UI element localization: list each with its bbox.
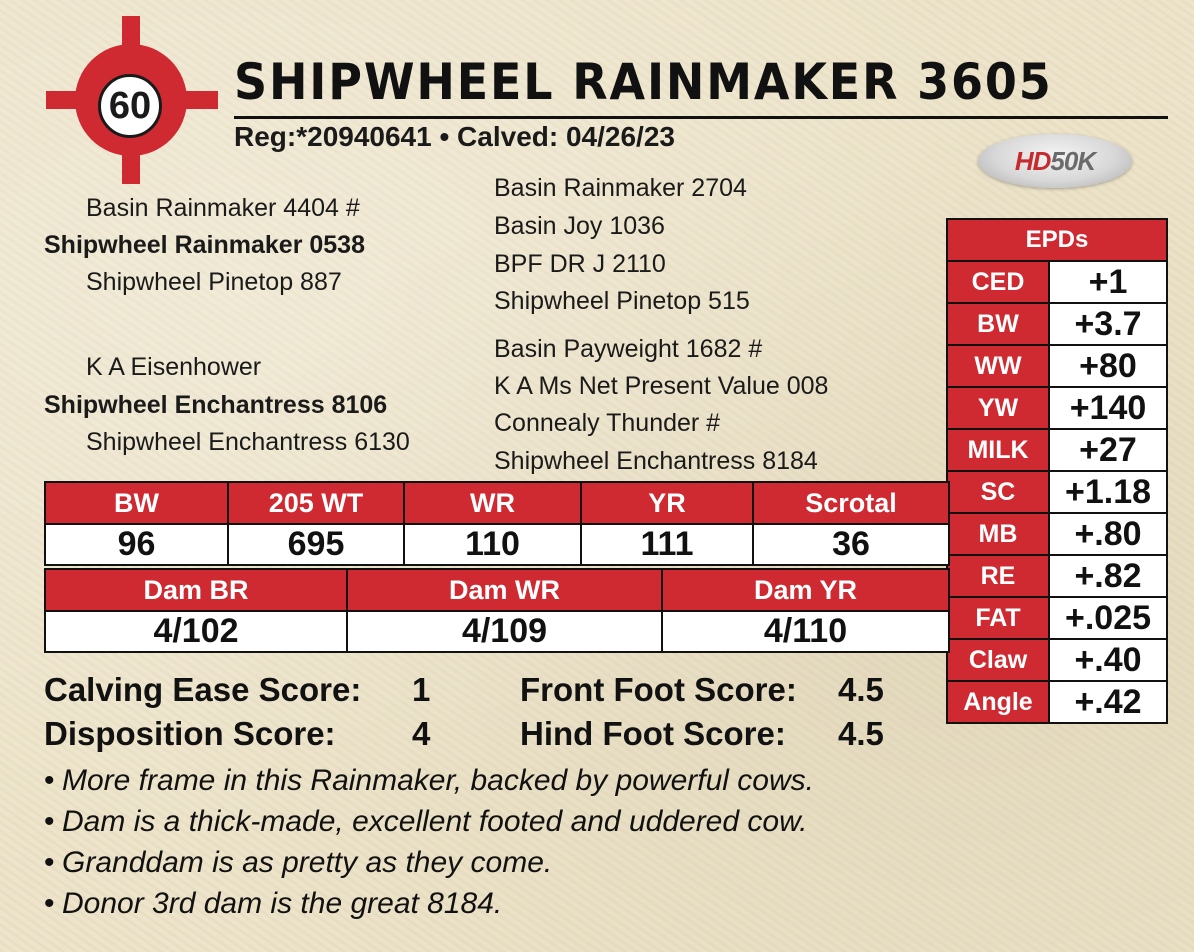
epd-value: +140 [1048, 386, 1168, 430]
epd-row: MILK +27 [946, 428, 1168, 472]
ancestor: Basin Payweight 1682 # [494, 335, 763, 363]
performance-value: 111 [580, 523, 754, 566]
epd-row: FAT +.025 [946, 596, 1168, 640]
performance-header: Scrotal [752, 481, 950, 525]
sire: Shipwheel Rainmaker 0538 [44, 231, 365, 259]
dam-ratio-value: 4/109 [346, 610, 663, 653]
epd-label: CED [946, 260, 1050, 304]
calving-ease-score: 1 [412, 671, 431, 708]
epd-label: BW [946, 302, 1050, 346]
epd-label: Angle [946, 680, 1050, 724]
epd-value: +.42 [1048, 680, 1168, 724]
epd-label: MILK [946, 428, 1050, 472]
dam-ratio-header: Dam BR [44, 568, 348, 612]
hind-foot-score: 4.5 [838, 715, 884, 752]
disposition-score: 4 [412, 715, 431, 752]
performance-table: BW 205 WT WR YR Scrotal 96 695 110 111 3… [44, 481, 950, 566]
list-item: • More frame in this Rainmaker, backed by… [44, 760, 814, 801]
epd-row: SC +1.18 [946, 470, 1168, 514]
epd-row: RE +.82 [946, 554, 1168, 598]
epd-row: Angle +.42 [946, 680, 1168, 724]
bullet-icon: • [44, 846, 55, 879]
ancestor: Shipwheel Enchantress 8184 [494, 447, 818, 475]
disposition-label: Disposition Score: [44, 715, 336, 752]
epd-title: EPDs [946, 218, 1168, 262]
epd-row: CED +1 [946, 260, 1168, 304]
epd-table: EPDs CED +1 BW +3.7 WW +80 YW +140 MILK +27 S… [946, 218, 1168, 724]
calving-ease-label: Calving Ease Score: [44, 671, 362, 708]
bullet-icon: • [44, 764, 55, 797]
epd-value: +.40 [1048, 638, 1168, 682]
bullet-icon: • [44, 805, 55, 838]
front-foot-score: 4.5 [838, 671, 884, 708]
epd-value: +1.18 [1048, 470, 1168, 514]
ancestor: K A Ms Net Present Value 008 [494, 372, 829, 400]
performance-value: 96 [44, 523, 229, 566]
epd-label: YW [946, 386, 1050, 430]
epd-value: +1 [1048, 260, 1168, 304]
dam-ratio-header: Dam WR [346, 568, 663, 612]
lot-number: 60 [98, 74, 162, 138]
ancestor: BPF DR J 2110 [494, 250, 666, 278]
ancestor: Basin Joy 1036 [494, 212, 665, 240]
performance-header: YR [580, 481, 754, 525]
performance-header: 205 WT [227, 481, 405, 525]
epd-label: FAT [946, 596, 1050, 640]
performance-header: WR [403, 481, 582, 525]
ancestor: Basin Rainmaker 2704 [494, 174, 747, 202]
ancestor: Shipwheel Pinetop 515 [494, 287, 750, 315]
epd-row: YW +140 [946, 386, 1168, 430]
dam-ratio-header: Dam YR [661, 568, 950, 612]
epd-label: RE [946, 554, 1050, 598]
list-item: • Dam is a thick-made, excellent footed a… [44, 801, 814, 842]
registration-line: Reg:*20940641 • Calved: 04/26/23 [234, 121, 675, 152]
epd-label: WW [946, 344, 1050, 388]
front-foot-label: Front Foot Score: [520, 671, 797, 708]
hd50k-badge: HD 50K [978, 134, 1132, 188]
hind-foot-label: Hind Foot Score: [520, 715, 786, 752]
dam-dam: Shipwheel Enchantress 6130 [86, 428, 410, 456]
performance-value: 36 [752, 523, 950, 566]
epd-value: +27 [1048, 428, 1168, 472]
epd-label: SC [946, 470, 1050, 514]
list-item: • Donor 3rd dam is the great 8184. [44, 883, 814, 924]
epd-row: WW +80 [946, 344, 1168, 388]
epd-value: +80 [1048, 344, 1168, 388]
sire-dam: Shipwheel Pinetop 887 [86, 268, 342, 296]
performance-value: 110 [403, 523, 582, 566]
performance-value: 695 [227, 523, 405, 566]
title-divider [234, 116, 1168, 119]
dam-sire: K A Eisenhower [86, 353, 262, 381]
ancestor: Connealy Thunder # [494, 409, 721, 437]
bullet-icon: • [44, 887, 55, 920]
dam-ratio-table: Dam BR Dam WR Dam YR 4/102 4/109 4/110 [44, 568, 950, 653]
animal-name: SHIPWHEEL RAINMAKER 3605 [234, 53, 1053, 111]
dam-ratio-value: 4/102 [44, 610, 348, 653]
epd-label: Claw [946, 638, 1050, 682]
epd-row: Claw +.40 [946, 638, 1168, 682]
epd-value: +.80 [1048, 512, 1168, 556]
dam: Shipwheel Enchantress 8106 [44, 391, 388, 419]
notes-list: • More frame in this Rainmaker, backed by… [44, 760, 814, 924]
performance-header: BW [44, 481, 229, 525]
epd-value: +.82 [1048, 554, 1168, 598]
epd-value: +.025 [1048, 596, 1168, 640]
sire-sire: Basin Rainmaker 4404 # [86, 194, 360, 222]
epd-row: BW +3.7 [946, 302, 1168, 346]
dam-ratio-value: 4/110 [661, 610, 950, 653]
epd-value: +3.7 [1048, 302, 1168, 346]
epd-label: MB [946, 512, 1050, 556]
epd-row: MB +.80 [946, 512, 1168, 556]
list-item: • Granddam is as pretty as they come. [44, 842, 814, 883]
